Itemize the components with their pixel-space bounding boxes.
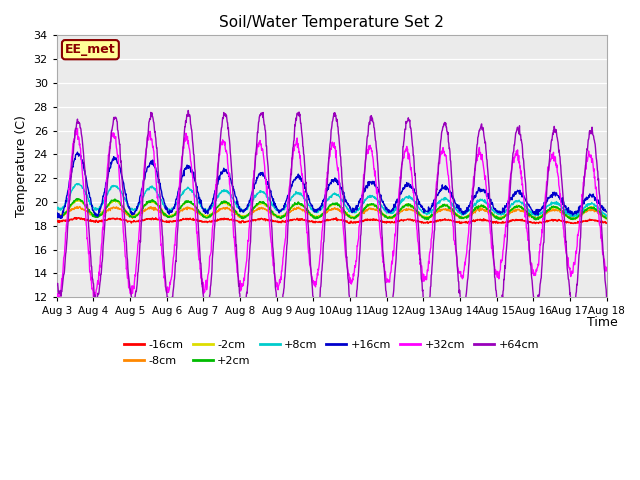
X-axis label: Time: Time [587,316,618,329]
Y-axis label: Temperature (C): Temperature (C) [15,115,28,217]
Title: Soil/Water Temperature Set 2: Soil/Water Temperature Set 2 [220,15,444,30]
Text: EE_met: EE_met [65,43,116,56]
Legend: -16cm, -8cm, -2cm, +2cm, +8cm, +16cm, +32cm, +64cm: -16cm, -8cm, -2cm, +2cm, +8cm, +16cm, +3… [120,336,543,370]
